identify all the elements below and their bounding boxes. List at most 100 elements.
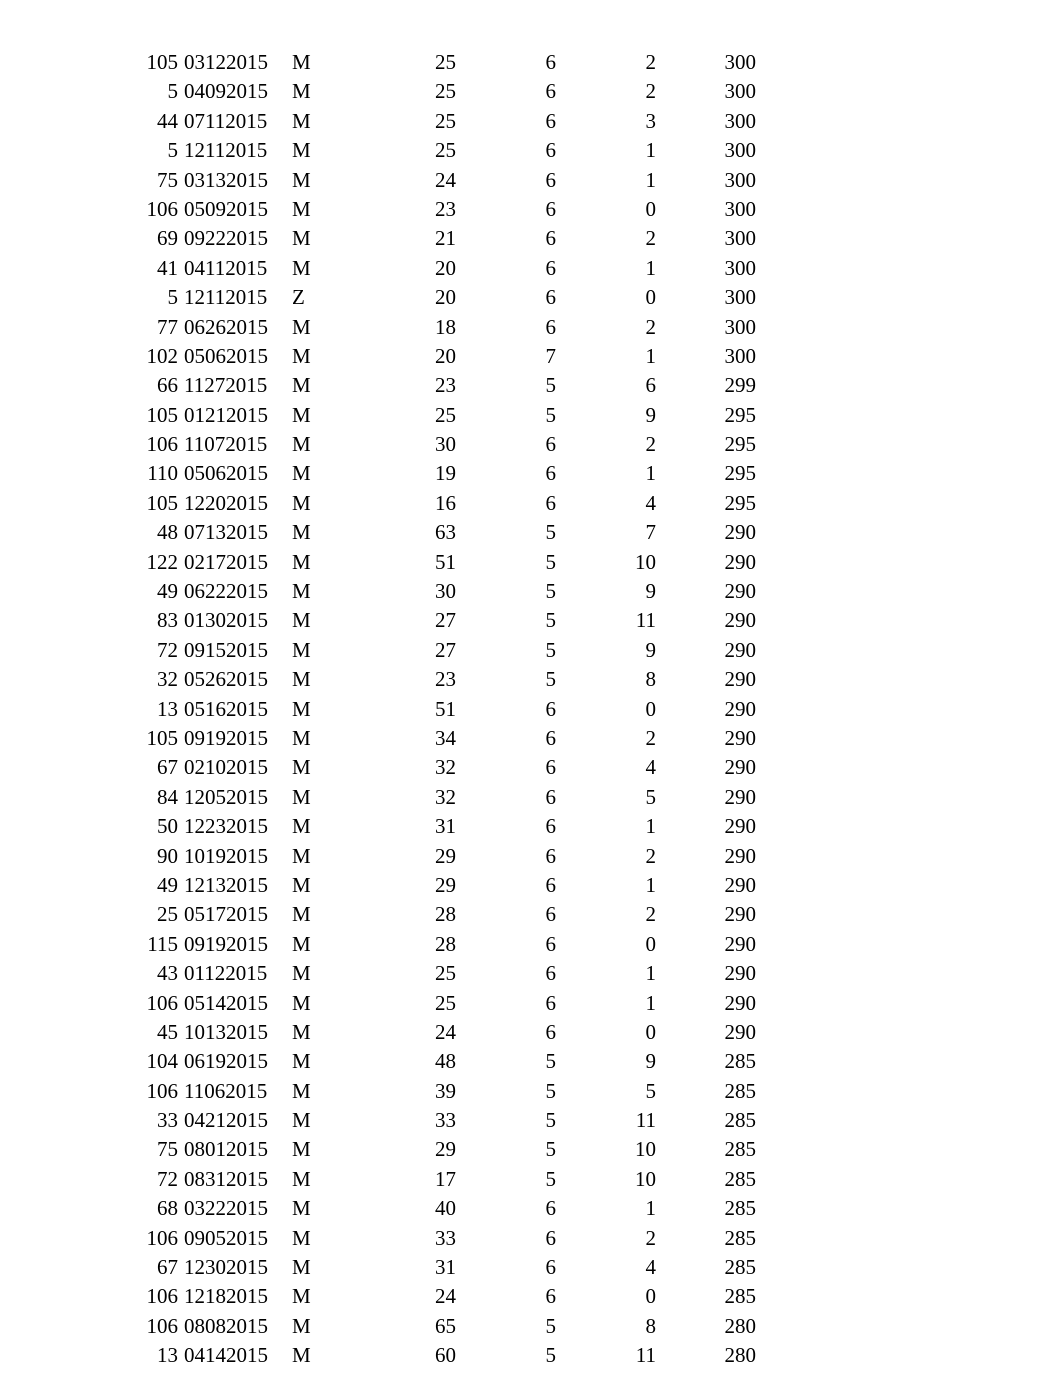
cell: 28 <box>316 904 456 933</box>
cell: 300 <box>656 170 756 199</box>
cell: 300 <box>656 199 756 228</box>
cell: 29 <box>316 846 456 875</box>
cell: M <box>292 1139 316 1168</box>
cell: 5 <box>456 522 556 551</box>
cell: 9 <box>556 1051 656 1080</box>
cell: M <box>292 875 316 904</box>
cell: 60 <box>316 1345 456 1374</box>
cell: 11062015 <box>178 1081 292 1110</box>
data-table: 10503122015M2562300504092015M25623004407… <box>0 52 756 1375</box>
cell: 6 <box>456 993 556 1022</box>
cell: 25 <box>316 963 456 992</box>
cell: 83 <box>0 610 178 639</box>
cell: 7 <box>556 522 656 551</box>
cell: 5 <box>456 610 556 639</box>
cell: 84 <box>0 787 178 816</box>
cell: 104 <box>0 1051 178 1080</box>
table-row: 10612182015M2460285 <box>0 1286 756 1315</box>
cell: 290 <box>656 610 756 639</box>
cell: 8 <box>556 1316 656 1345</box>
table-row: 6702102015M3264290 <box>0 757 756 786</box>
cell: 5 <box>456 1110 556 1139</box>
cell: 32 <box>316 757 456 786</box>
cell: 105 <box>0 493 178 522</box>
cell: 6 <box>456 258 556 287</box>
cell: 8 <box>556 669 656 698</box>
cell: 6 <box>456 1257 556 1286</box>
cell: 01302015 <box>178 610 292 639</box>
cell: 05142015 <box>178 993 292 1022</box>
cell: 04212015 <box>178 1110 292 1139</box>
cell: M <box>292 904 316 933</box>
cell: 68 <box>0 1198 178 1227</box>
cell: 25 <box>316 993 456 1022</box>
cell: 10 <box>556 1169 656 1198</box>
cell: M <box>292 1110 316 1139</box>
cell: M <box>292 934 316 963</box>
table-row: 10605142015M2561290 <box>0 993 756 1022</box>
cell: 75 <box>0 1139 178 1168</box>
table-row: 1304142015M60511280 <box>0 1345 756 1374</box>
cell: 106 <box>0 993 178 1022</box>
cell: 2 <box>556 81 656 110</box>
cell: 106 <box>0 434 178 463</box>
table-row: 11005062015M1961295 <box>0 463 756 492</box>
cell: 25 <box>316 140 456 169</box>
cell: M <box>292 1345 316 1374</box>
table-row: 4807132015M6357290 <box>0 522 756 551</box>
table-row: 10509192015M3462290 <box>0 728 756 757</box>
cell: 13 <box>0 699 178 728</box>
cell: 6 <box>456 81 556 110</box>
cell: 09192015 <box>178 934 292 963</box>
cell: 03132015 <box>178 170 292 199</box>
table-row: 4906222015M3059290 <box>0 581 756 610</box>
cell: 5 <box>456 1139 556 1168</box>
cell: M <box>292 522 316 551</box>
cell: 32 <box>0 669 178 698</box>
cell: 06192015 <box>178 1051 292 1080</box>
cell: M <box>292 228 316 257</box>
cell: 0 <box>556 287 656 316</box>
cell: M <box>292 81 316 110</box>
cell: 6 <box>456 111 556 140</box>
cell: 12182015 <box>178 1286 292 1315</box>
cell: 30 <box>316 581 456 610</box>
cell: 1 <box>556 875 656 904</box>
cell: M <box>292 170 316 199</box>
cell: M <box>292 1228 316 1257</box>
cell: 03122015 <box>178 52 292 81</box>
cell: 300 <box>656 228 756 257</box>
cell: 90 <box>0 846 178 875</box>
cell: 1 <box>556 258 656 287</box>
cell: M <box>292 669 316 698</box>
cell: M <box>292 111 316 140</box>
cell: M <box>292 581 316 610</box>
table-row: 6803222015M4061285 <box>0 1198 756 1227</box>
cell: 290 <box>656 728 756 757</box>
cell: M <box>292 140 316 169</box>
table-row: 11509192015M2860290 <box>0 934 756 963</box>
table-row: 4301122015M2561290 <box>0 963 756 992</box>
cell: 290 <box>656 875 756 904</box>
cell: 40 <box>316 1198 456 1227</box>
cell: M <box>292 1198 316 1227</box>
cell: 10 <box>556 552 656 581</box>
cell: 13 <box>0 1345 178 1374</box>
cell: 75 <box>0 170 178 199</box>
cell: 9 <box>556 640 656 669</box>
cell: 09222015 <box>178 228 292 257</box>
cell: 11072015 <box>178 434 292 463</box>
cell: 122 <box>0 552 178 581</box>
cell: 2 <box>556 904 656 933</box>
cell: 285 <box>656 1169 756 1198</box>
cell: 300 <box>656 287 756 316</box>
cell: 285 <box>656 1228 756 1257</box>
cell: 12232015 <box>178 816 292 845</box>
cell: 29 <box>316 875 456 904</box>
cell: 6 <box>456 287 556 316</box>
cell: 106 <box>0 1228 178 1257</box>
cell: 290 <box>656 904 756 933</box>
cell: 5 <box>456 669 556 698</box>
cell: 17 <box>316 1169 456 1198</box>
cell: 106 <box>0 1286 178 1315</box>
